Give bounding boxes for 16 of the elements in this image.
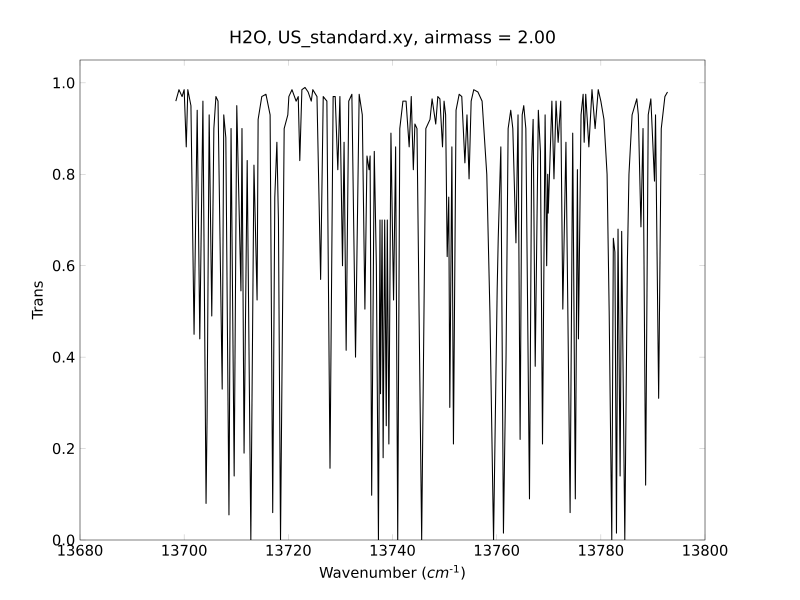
y-tick-label: 0.2	[52, 443, 74, 454]
x-tick-label: 13780	[579, 544, 624, 556]
x-tick-label: 13700	[162, 544, 206, 556]
y-tick-label: 0.0	[52, 534, 74, 546]
y-tick-label: 0.8	[52, 168, 74, 180]
y-tick-label: 0.6	[52, 260, 74, 272]
x-tick-label: 13740	[370, 544, 415, 556]
x-tick-label: 13800	[683, 544, 728, 556]
x-axis-title: Wavenumber (cm$^{-1}$)	[320, 564, 465, 580]
y-tick-label: 0.4	[52, 352, 74, 363]
x-tick-label: 13720	[266, 544, 311, 556]
y-tick-label: 1.0	[54, 77, 74, 88]
x-tick-label: 13680	[58, 544, 102, 556]
chart-title: H2O, US_standard.xy, airmass = 2.00	[230, 30, 555, 48]
y-axis-title: Trans	[32, 281, 43, 320]
x-tick-label: 13760	[474, 544, 519, 556]
